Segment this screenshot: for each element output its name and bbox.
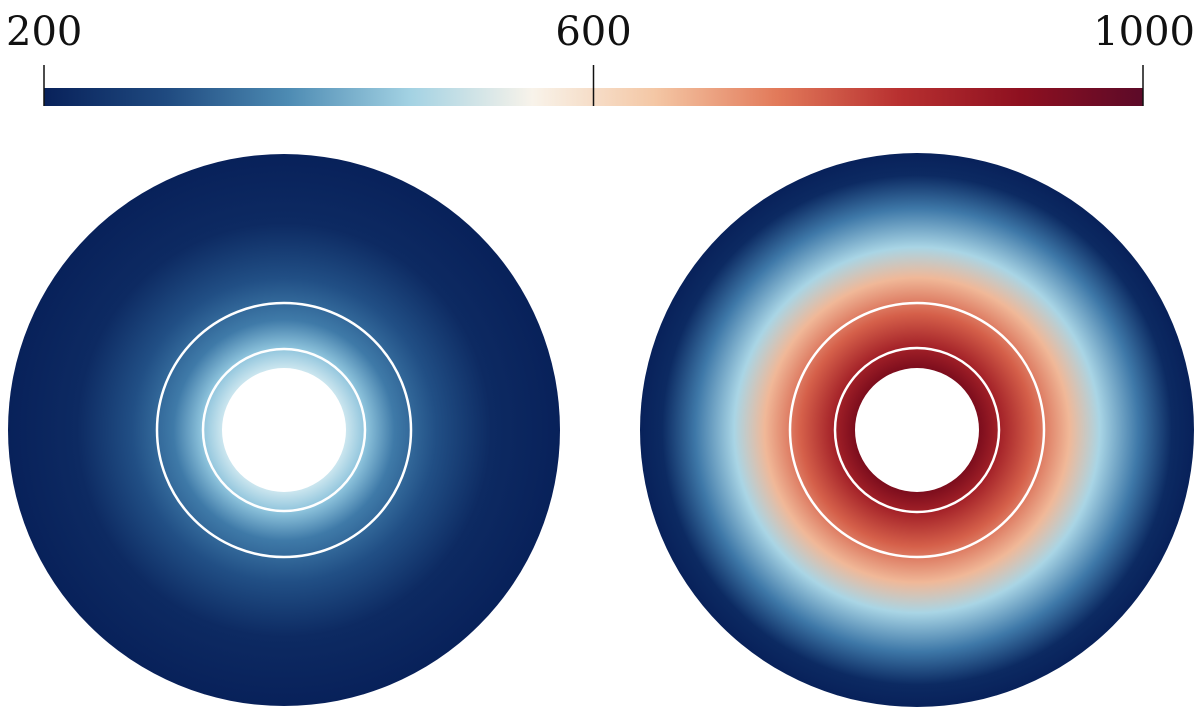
- tick-label: 1000: [1093, 9, 1195, 55]
- ring: [833, 346, 1001, 514]
- disk-hole: [222, 368, 346, 492]
- ring: [788, 301, 1046, 559]
- ring: [155, 301, 413, 559]
- tick-label: 200: [6, 9, 82, 55]
- left-disk: [8, 154, 560, 706]
- colorbar-group: 200 600 1000: [6, 9, 1195, 106]
- ring: [201, 347, 367, 513]
- right-disk: [640, 153, 1194, 707]
- disk-hole: [855, 368, 979, 492]
- tick-label: 600: [555, 9, 631, 55]
